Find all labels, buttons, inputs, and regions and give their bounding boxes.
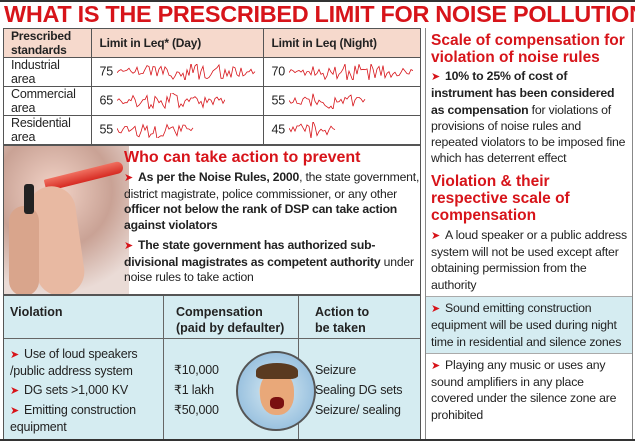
page-title: WHAT IS THE PRESCRIBED LIMIT FOR NOISE P…	[4, 1, 635, 27]
sound-wave-icon	[116, 91, 226, 111]
bottom-rule	[0, 439, 635, 441]
arrow-icon: ➤	[10, 385, 20, 397]
night-limit-value: 55	[271, 93, 285, 108]
violations-table: Violation Compensation (paid by defaulte…	[3, 295, 421, 440]
table-header-row: Prescribed standards Limit in Leq* (Day)…	[2, 28, 421, 58]
action-cell: Seizure/ sealing	[315, 403, 401, 417]
arrow-icon: ➤	[431, 359, 441, 372]
day-limit-value: 55	[99, 122, 113, 137]
arrow-icon: ➤	[431, 302, 441, 315]
compensation-cell: ₹1 lakh	[174, 383, 214, 397]
compensation-cell: ₹50,000	[174, 403, 219, 417]
day-limit-cell: 75	[91, 57, 265, 87]
column-header: Violation	[10, 305, 63, 319]
sound-wave-icon	[288, 93, 366, 111]
horn-photo	[4, 146, 129, 294]
table-row: Industrial area 75 70	[2, 57, 421, 87]
area-cell: Industrial area	[2, 57, 93, 87]
column-header: Prescribed standards	[2, 28, 93, 58]
list-item: ➤ A loud speaker or a public address syst…	[426, 224, 632, 296]
column-header: Compensation (paid by defaulter)	[176, 305, 285, 335]
area-cell: Residential area	[2, 115, 93, 145]
night-limit-value: 70	[271, 64, 285, 79]
bullet-paragraph: ➤ 10% to 25% of cost of instrument has be…	[426, 66, 632, 169]
violation-text: DG sets >1,000 KV	[24, 383, 128, 397]
section-heading: Violation & their respective scale of co…	[431, 172, 570, 224]
column-header: Action to be taken	[315, 305, 370, 335]
day-limit-value: 65	[99, 93, 113, 108]
who-can-act-section: Who can take action to prevent ➤ As per t…	[3, 145, 421, 295]
bold-text: As per the Noise Rules, 2000	[138, 170, 300, 184]
sound-wave-icon	[116, 63, 256, 82]
arrow-icon: ➤	[124, 240, 134, 252]
list-item: ➤ Playing any music or uses any sound amp…	[426, 352, 632, 426]
screaming-man-illustration	[236, 351, 316, 431]
list-item: ➤ Sound emitting construction equipment w…	[426, 295, 632, 353]
compensation-cell: ₹10,000	[174, 363, 219, 377]
column-header: Limit in Leq* (Day)	[91, 28, 265, 58]
arrow-icon: ➤	[431, 229, 441, 242]
bullet-paragraph: ➤ As per the Noise Rules, 2000, the state…	[124, 170, 420, 233]
section-heading: Who can take action to prevent	[124, 149, 361, 166]
table-row: Residential area 55 45	[2, 115, 421, 145]
list-item-text: Playing any music or uses any sound ampl…	[431, 357, 617, 422]
table-row: Commercial area 65 55	[2, 86, 421, 116]
bold-text: 10% to 25% of cost of instrument has bee…	[431, 69, 615, 117]
action-cell: Seizure	[315, 363, 356, 377]
day-limit-cell: 55	[91, 115, 265, 145]
area-cell: Commercial area	[2, 86, 93, 116]
violation-cell: ➤ Use of loud speakers /public address sy…	[10, 346, 162, 379]
list-item-text: Sound emitting construction equipment wi…	[431, 300, 622, 349]
night-limit-cell: 55	[263, 86, 421, 116]
body-text: for violations of provisions of noise ru…	[431, 102, 626, 166]
sound-wave-icon	[288, 63, 414, 82]
violation-text: Use of loud speakers /public address sys…	[10, 347, 138, 378]
arrow-icon: ➤	[10, 405, 20, 417]
section-heading: Scale of compensation for violation of n…	[431, 32, 625, 66]
violation-cell: ➤ DG sets >1,000 KV	[10, 382, 162, 399]
sound-wave-icon	[116, 123, 194, 140]
night-limit-cell: 70	[263, 57, 421, 87]
violation-text: Emitting construction equipment	[10, 403, 136, 434]
top-rule	[0, 0, 635, 2]
bold-text: The state government has authorized sub-…	[124, 238, 381, 269]
day-limit-value: 75	[99, 64, 113, 79]
bold-text: officer not below the rank of DSP can ta…	[124, 202, 398, 232]
body-text: under noise rules to take action	[124, 254, 414, 285]
arrow-icon: ➤	[431, 71, 441, 83]
body-text: , the state government, district magistr…	[124, 170, 420, 201]
night-limit-value: 45	[271, 122, 285, 137]
violation-cell: ➤ Emitting construction equipment	[10, 402, 162, 435]
action-cell: Sealing DG sets	[315, 383, 403, 397]
column-header: Limit in Leq (Night)	[263, 28, 421, 58]
bullet-paragraph: ➤ The state government has authorized sub…	[124, 238, 420, 286]
arrow-icon: ➤	[10, 349, 20, 361]
day-limit-cell: 65	[91, 86, 265, 116]
compensation-column: Scale of compensation for violation of n…	[425, 28, 633, 440]
arrow-icon: ➤	[124, 172, 134, 184]
list-item-text: A loud speaker or a public address syste…	[431, 227, 627, 292]
sound-wave-icon	[288, 121, 336, 139]
night-limit-cell: 45	[263, 115, 421, 145]
